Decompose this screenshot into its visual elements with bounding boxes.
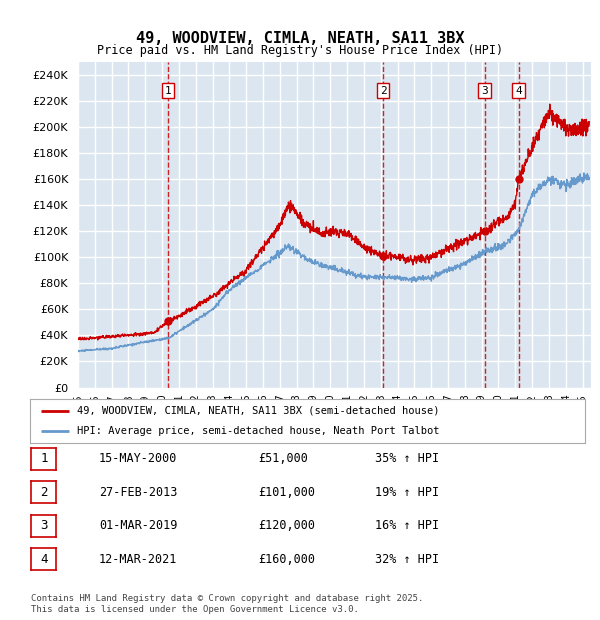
- Text: 32% ↑ HPI: 32% ↑ HPI: [375, 553, 439, 565]
- Text: 49, WOODVIEW, CIMLA, NEATH, SA11 3BX: 49, WOODVIEW, CIMLA, NEATH, SA11 3BX: [136, 31, 464, 46]
- Text: £120,000: £120,000: [258, 520, 315, 532]
- Text: 15-MAY-2000: 15-MAY-2000: [99, 453, 178, 465]
- Text: 16% ↑ HPI: 16% ↑ HPI: [375, 520, 439, 532]
- Text: £101,000: £101,000: [258, 486, 315, 498]
- Text: 27-FEB-2013: 27-FEB-2013: [99, 486, 178, 498]
- Text: HPI: Average price, semi-detached house, Neath Port Talbot: HPI: Average price, semi-detached house,…: [77, 426, 440, 436]
- Text: 4: 4: [515, 86, 522, 95]
- Text: 2: 2: [380, 86, 386, 95]
- Text: 3: 3: [481, 86, 488, 95]
- Text: Price paid vs. HM Land Registry's House Price Index (HPI): Price paid vs. HM Land Registry's House …: [97, 45, 503, 57]
- Text: 4: 4: [40, 553, 47, 565]
- Text: 01-MAR-2019: 01-MAR-2019: [99, 520, 178, 532]
- Text: 2: 2: [40, 486, 47, 498]
- Text: 3: 3: [40, 520, 47, 532]
- Text: £160,000: £160,000: [258, 553, 315, 565]
- Text: 35% ↑ HPI: 35% ↑ HPI: [375, 453, 439, 465]
- Text: 1: 1: [165, 86, 172, 95]
- Text: 12-MAR-2021: 12-MAR-2021: [99, 553, 178, 565]
- Text: 1: 1: [40, 453, 47, 465]
- Text: 49, WOODVIEW, CIMLA, NEATH, SA11 3BX (semi-detached house): 49, WOODVIEW, CIMLA, NEATH, SA11 3BX (se…: [77, 405, 440, 416]
- Text: 19% ↑ HPI: 19% ↑ HPI: [375, 486, 439, 498]
- Text: £51,000: £51,000: [258, 453, 308, 465]
- Text: Contains HM Land Registry data © Crown copyright and database right 2025.
This d: Contains HM Land Registry data © Crown c…: [31, 595, 424, 614]
